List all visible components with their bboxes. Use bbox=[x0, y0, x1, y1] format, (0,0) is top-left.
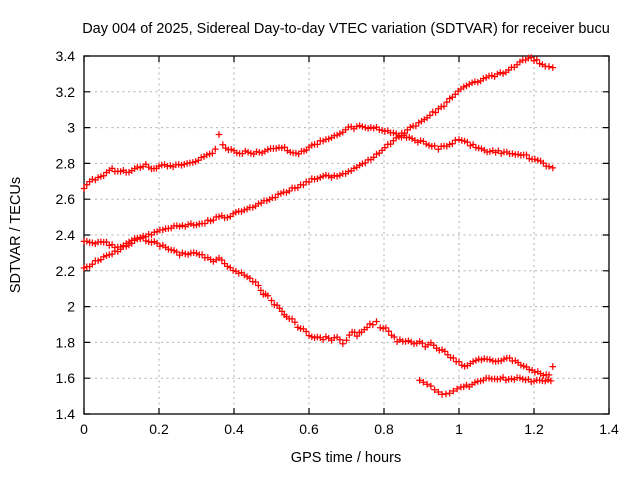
svg-text:1.4: 1.4 bbox=[56, 406, 76, 422]
svg-text:1: 1 bbox=[455, 421, 463, 437]
y-axis-label: SDTVAR / TECUs bbox=[8, 176, 24, 294]
svg-text:0.4: 0.4 bbox=[224, 421, 244, 437]
svg-text:0.8: 0.8 bbox=[374, 421, 394, 437]
chart-title: Day 004 of 2025, Sidereal Day-to-day VTE… bbox=[82, 21, 610, 37]
svg-text:3: 3 bbox=[67, 120, 75, 136]
sdtvar-track-2-points bbox=[80, 54, 556, 272]
x-axis-label: GPS time / hours bbox=[290, 450, 402, 466]
grid-lines bbox=[84, 56, 609, 414]
svg-text:1.4: 1.4 bbox=[599, 421, 619, 437]
svg-text:3.2: 3.2 bbox=[56, 84, 76, 100]
svg-text:1.8: 1.8 bbox=[56, 334, 76, 350]
tick-labels: 0 0.2 0.4 0.6 0.8 1 1.2 1.4 1.4 1.6 1.8 2 2.2 2.4 2.6 2… bbox=[56, 48, 619, 437]
svg-text:0.6: 0.6 bbox=[299, 421, 319, 437]
svg-text:2.8: 2.8 bbox=[56, 155, 76, 171]
svg-text:1.2: 1.2 bbox=[524, 421, 544, 437]
svg-text:0: 0 bbox=[80, 421, 88, 437]
svg-text:3.4: 3.4 bbox=[56, 48, 76, 64]
svg-text:2.2: 2.2 bbox=[56, 263, 76, 279]
svg-text:1.6: 1.6 bbox=[56, 370, 76, 386]
sdtvar-track-3-points bbox=[80, 234, 556, 379]
svg-text:0.2: 0.2 bbox=[149, 421, 169, 437]
svg-text:2: 2 bbox=[67, 299, 75, 315]
sdtvar-track-4-points bbox=[416, 374, 555, 398]
svg-text:2.4: 2.4 bbox=[56, 227, 76, 243]
sdtvar-track-1-points bbox=[80, 122, 556, 192]
plot-border bbox=[83, 55, 610, 415]
svg-text:2.6: 2.6 bbox=[56, 191, 76, 207]
